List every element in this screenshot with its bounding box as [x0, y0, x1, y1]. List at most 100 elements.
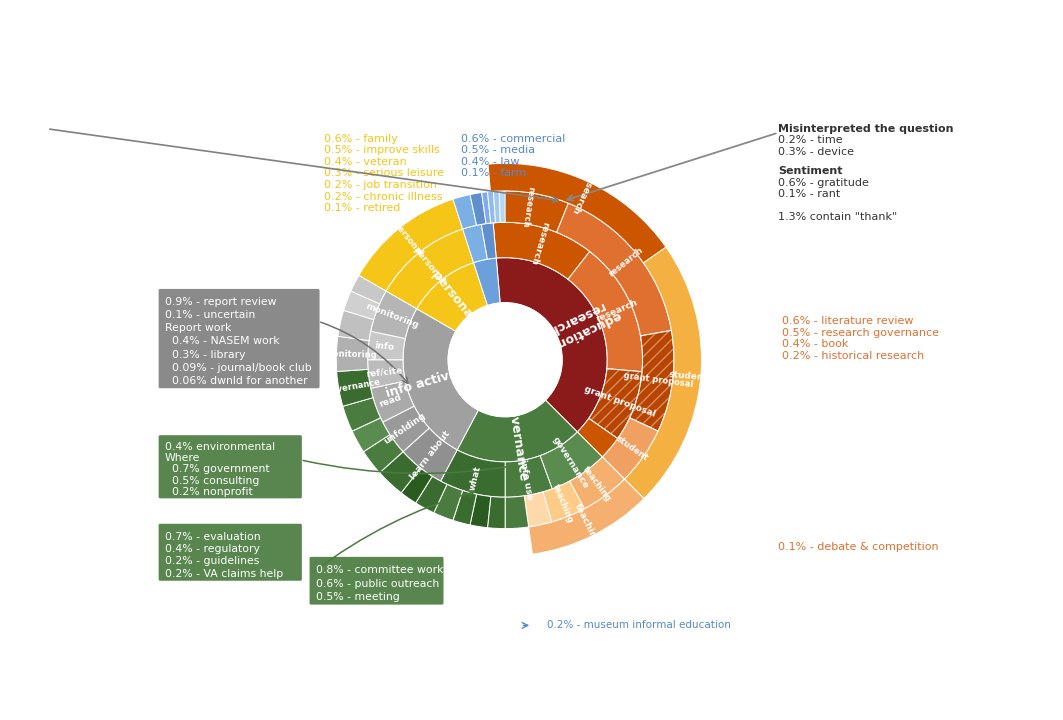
Text: 0.06% dwnld for another: 0.06% dwnld for another	[165, 376, 307, 386]
Text: info use: info use	[519, 459, 535, 500]
Wedge shape	[500, 191, 505, 222]
FancyBboxPatch shape	[158, 523, 302, 581]
Wedge shape	[496, 258, 607, 432]
Text: 0.2% - VA claims help: 0.2% - VA claims help	[165, 569, 283, 578]
Text: 0.5% consulting: 0.5% consulting	[165, 475, 259, 485]
Text: ref/cite: ref/cite	[366, 366, 403, 379]
Text: Misinterpreted the question: Misinterpreted the question	[778, 124, 954, 134]
Wedge shape	[490, 191, 569, 233]
Wedge shape	[482, 192, 491, 224]
Wedge shape	[488, 163, 667, 263]
Text: research: research	[521, 186, 536, 228]
Wedge shape	[528, 479, 644, 554]
Wedge shape	[338, 310, 374, 341]
FancyBboxPatch shape	[158, 289, 320, 388]
Wedge shape	[453, 490, 476, 525]
Wedge shape	[488, 497, 505, 528]
Wedge shape	[386, 229, 474, 309]
Text: grant proposal: grant proposal	[583, 384, 656, 418]
Wedge shape	[401, 468, 433, 503]
Wedge shape	[371, 291, 417, 338]
Wedge shape	[557, 203, 672, 336]
Text: research: research	[570, 171, 596, 215]
Wedge shape	[379, 451, 421, 492]
Text: 0.4% - veteran: 0.4% - veteran	[324, 157, 407, 167]
Text: 0.1% - debate & competition: 0.1% - debate & competition	[778, 542, 939, 552]
Wedge shape	[368, 331, 405, 360]
Text: governance: governance	[551, 435, 590, 490]
Text: governance: governance	[505, 399, 529, 482]
Text: governance: governance	[324, 377, 381, 396]
Text: read: read	[378, 392, 403, 408]
Text: personal: personal	[429, 269, 478, 324]
Text: 0.5% - media: 0.5% - media	[461, 145, 536, 156]
FancyBboxPatch shape	[309, 557, 443, 605]
Text: 0.1% - uncertain: 0.1% - uncertain	[165, 310, 255, 320]
Text: 0.2% - chronic illness: 0.2% - chronic illness	[324, 192, 442, 202]
Text: 1.3% contain "thank": 1.3% contain "thank"	[778, 212, 898, 222]
Text: 0.1% - rant: 0.1% - rant	[778, 189, 841, 199]
Text: 0.3% - device: 0.3% - device	[778, 147, 855, 157]
Text: 0.3% - serious leisure: 0.3% - serious leisure	[324, 168, 444, 179]
Wedge shape	[577, 418, 618, 457]
Wedge shape	[482, 222, 496, 259]
Wedge shape	[493, 191, 501, 222]
Text: Sentiment: Sentiment	[778, 166, 843, 176]
Text: 0.6% - commercial: 0.6% - commercial	[461, 134, 566, 144]
Wedge shape	[440, 450, 505, 498]
Text: 0.6% - public outreach: 0.6% - public outreach	[316, 579, 439, 589]
Wedge shape	[603, 418, 658, 479]
Text: monitoring: monitoring	[364, 302, 420, 330]
Text: personal: personal	[391, 220, 424, 258]
Wedge shape	[352, 418, 390, 451]
Text: 0.1% - retired: 0.1% - retired	[324, 203, 401, 213]
Wedge shape	[570, 457, 625, 509]
Text: 0.4% - law: 0.4% - law	[461, 157, 520, 167]
Wedge shape	[343, 291, 379, 320]
Text: 0.5% - meeting: 0.5% - meeting	[316, 592, 400, 602]
Wedge shape	[568, 251, 642, 372]
Text: learn about: learn about	[408, 430, 452, 482]
Text: 0.2% nonprofit: 0.2% nonprofit	[165, 487, 253, 497]
Wedge shape	[589, 369, 642, 438]
FancyBboxPatch shape	[158, 435, 302, 498]
Text: research: research	[606, 246, 644, 279]
Wedge shape	[625, 247, 702, 498]
Wedge shape	[470, 192, 486, 225]
Text: student: student	[614, 434, 649, 463]
Wedge shape	[359, 199, 462, 291]
Text: teaching: teaching	[551, 482, 575, 524]
Text: 0.2% - historical research: 0.2% - historical research	[782, 351, 925, 361]
Text: 0.1% - farm: 0.1% - farm	[461, 168, 526, 179]
Wedge shape	[383, 406, 429, 451]
Wedge shape	[470, 494, 491, 528]
Wedge shape	[505, 456, 552, 498]
Wedge shape	[416, 477, 448, 513]
Wedge shape	[488, 192, 495, 223]
Wedge shape	[371, 381, 415, 422]
Text: teaching: teaching	[573, 503, 602, 546]
Text: 0.2% - job transition: 0.2% - job transition	[324, 180, 437, 190]
Text: 0.2% - guidelines: 0.2% - guidelines	[165, 556, 259, 566]
Wedge shape	[462, 225, 488, 263]
Text: Report work: Report work	[165, 323, 231, 333]
Text: 0.09% - journal/book club: 0.09% - journal/book club	[165, 363, 311, 373]
Wedge shape	[336, 336, 369, 372]
Text: 0.7% government: 0.7% government	[165, 464, 269, 474]
Wedge shape	[474, 258, 501, 305]
Wedge shape	[540, 432, 603, 489]
Wedge shape	[457, 400, 577, 462]
Wedge shape	[337, 369, 373, 406]
Wedge shape	[505, 496, 528, 528]
Wedge shape	[524, 492, 552, 527]
Text: research: research	[529, 220, 551, 266]
Text: 0.4% environmental: 0.4% environmental	[165, 442, 275, 452]
Text: teaching: teaching	[581, 465, 613, 503]
Wedge shape	[342, 397, 381, 431]
Text: research: research	[594, 298, 639, 324]
Text: unfolding: unfolding	[383, 411, 427, 446]
Text: personal: personal	[411, 246, 446, 285]
Text: 0.2% - museum informal education: 0.2% - museum informal education	[547, 621, 731, 631]
Wedge shape	[493, 222, 590, 279]
Text: 0.2% - time: 0.2% - time	[778, 135, 843, 145]
